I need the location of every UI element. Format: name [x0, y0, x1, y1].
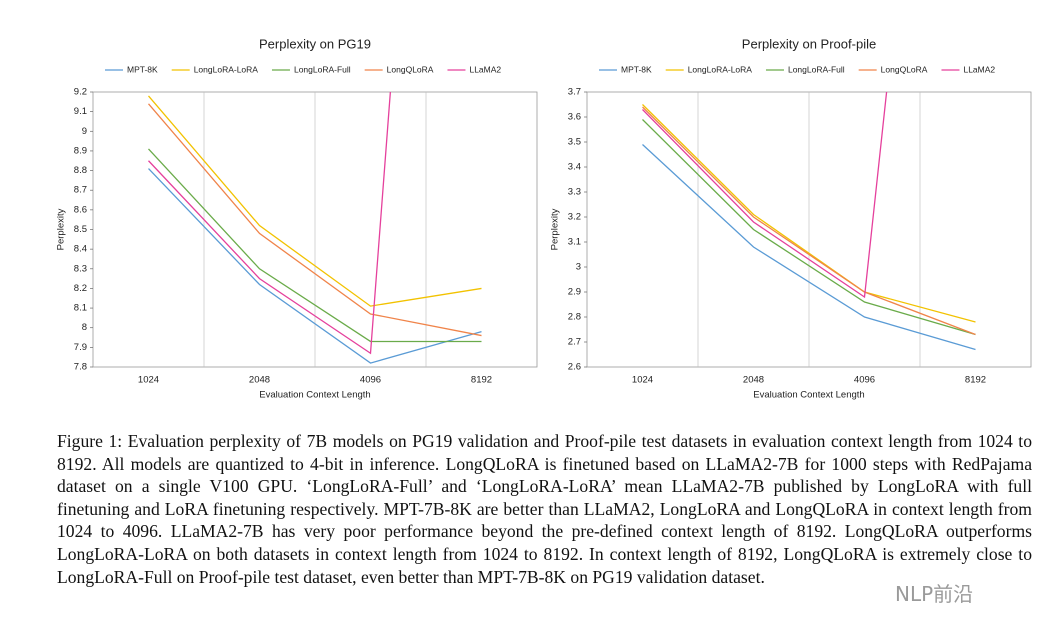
- y-tick-label: 7.8: [74, 362, 87, 373]
- series-line: [642, 104, 976, 323]
- legend-label: MPT-8K: [127, 64, 158, 74]
- y-tick-label: 3.7: [568, 87, 581, 98]
- y-axis-label: Perplexity: [56, 208, 67, 250]
- y-tick-label: 3.1: [568, 237, 581, 248]
- legend-label: LongLoRA-LoRA: [194, 64, 259, 74]
- series-line: [148, 103, 482, 337]
- y-tick-label: 2.6: [568, 362, 581, 373]
- y-tick-label: 3.6: [568, 112, 581, 123]
- x-tick-label: 2048: [249, 375, 270, 386]
- series-line: [148, 148, 482, 343]
- y-tick-label: 2.8: [568, 312, 581, 323]
- y-tick-label: 3: [576, 262, 581, 273]
- y-tick-label: 8.6: [74, 204, 87, 215]
- legend-label: LongQLoRA: [387, 64, 434, 74]
- y-tick-label: 3.5: [568, 137, 581, 148]
- y-tick-label: 8.2: [74, 283, 87, 294]
- watermark: NLP前沿: [895, 582, 974, 606]
- x-tick-label: 8192: [965, 375, 986, 386]
- x-tick-label: 8192: [471, 375, 492, 386]
- series-line: [642, 144, 976, 351]
- series-line: [642, 106, 976, 336]
- y-tick-label: 8.4: [74, 244, 87, 255]
- figure: Perplexity on PG19 MPT-8K LongLoRA-LoRA Lon…: [56, 36, 1032, 401]
- series-line: [642, 92, 888, 299]
- legend-label: LLaMA2: [469, 64, 501, 74]
- series-group: [148, 92, 482, 364]
- series-line: [642, 119, 976, 336]
- y-tick-label: 9: [82, 126, 87, 137]
- series-line: [148, 95, 482, 307]
- chart-title: Perplexity on Proof-pile: [742, 36, 876, 51]
- y-tick-label: 2.7: [568, 337, 581, 348]
- y-tick-label: 9.1: [74, 106, 87, 117]
- y-tick-label: 8.3: [74, 263, 87, 274]
- y-tick-label: 8.1: [74, 303, 87, 314]
- y-tick-label: 3.2: [568, 212, 581, 223]
- series-line: [148, 92, 392, 355]
- x-tick-label: 2048: [743, 375, 764, 386]
- x-axis-label: Evaluation Context Length: [753, 390, 864, 401]
- y-tick-label: 3.4: [568, 162, 581, 173]
- y-tick-label: 8.7: [74, 185, 87, 196]
- y-tick-label: 7.9: [74, 342, 87, 353]
- series-group: [642, 92, 976, 351]
- legend-label: MPT-8K: [621, 64, 652, 74]
- chart-title: Perplexity on PG19: [259, 36, 371, 51]
- x-tick-label: 4096: [854, 375, 875, 386]
- y-axis-label: Perplexity: [550, 208, 561, 250]
- series-line: [148, 168, 482, 364]
- x-axis-label: Evaluation Context Length: [259, 390, 370, 401]
- y-tick-label: 8.5: [74, 224, 87, 235]
- y-tick-label: 8.8: [74, 165, 87, 176]
- y-tick-label: 9.2: [74, 87, 87, 98]
- legend-label: LongLoRA-Full: [294, 64, 351, 74]
- y-tick-label: 8: [82, 322, 87, 333]
- y-tick-label: 3.3: [568, 187, 581, 198]
- x-tick-label: 1024: [632, 375, 653, 386]
- caption: Figure 1: Evaluation perplexity of 7B mo…: [57, 431, 1032, 587]
- y-tick-label: 2.9: [568, 287, 581, 298]
- legend-label: LongLoRA-Full: [788, 64, 845, 74]
- y-tick-label: 8.9: [74, 145, 87, 156]
- x-tick-label: 4096: [360, 375, 381, 386]
- x-tick-label: 1024: [138, 375, 159, 386]
- legend-label: LongQLoRA: [881, 64, 928, 74]
- legend-label: LongLoRA-LoRA: [688, 64, 753, 74]
- legend-label: LLaMA2: [963, 64, 995, 74]
